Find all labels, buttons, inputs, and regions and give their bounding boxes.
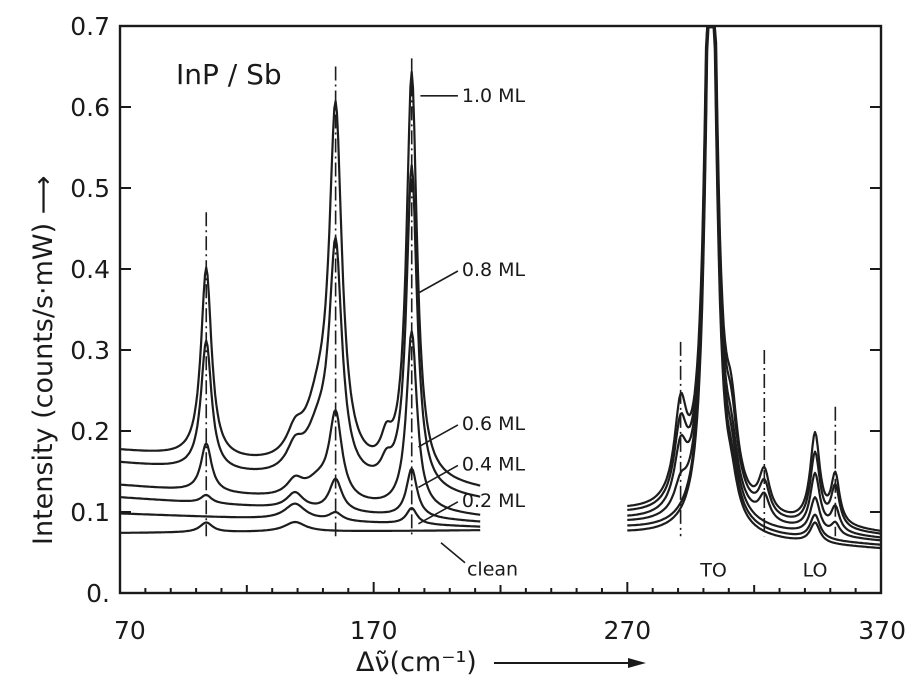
series-label: 0.4 ML bbox=[462, 453, 526, 475]
axis-ticks bbox=[119, 25, 882, 594]
label-leader bbox=[418, 270, 459, 294]
x-axis-arrowhead bbox=[628, 658, 646, 668]
mode-label: LO bbox=[803, 560, 828, 582]
series-line-0 bbox=[119, 70, 481, 487]
series-label: clean bbox=[467, 559, 518, 581]
series-label: 0.6 ML bbox=[462, 413, 526, 435]
series-line-3 bbox=[627, 25, 882, 542]
x-axis-title: Δν̃(cm⁻¹) bbox=[356, 647, 477, 678]
tick-labels: 0. 0.1 0.2 0.3 0.4 0.5 0.6 0.7 70 170 270 370 1.0 ML… bbox=[70, 12, 906, 645]
series-line-1 bbox=[119, 164, 481, 498]
label-leader bbox=[418, 501, 459, 525]
series-line-5 bbox=[120, 520, 481, 534]
series-label: 0.2 ML bbox=[462, 490, 526, 512]
y-tick-label: 0.1 bbox=[70, 498, 110, 527]
y-tick-label: 0.2 bbox=[70, 417, 110, 446]
y-tick-label: 0.5 bbox=[70, 174, 110, 203]
series-line-2 bbox=[627, 25, 882, 539]
y-tick-label: 0.7 bbox=[70, 12, 110, 41]
y-axis-title: Intensity (counts/s·mW) ⟶ bbox=[28, 176, 59, 545]
series-label: 0.8 ML bbox=[462, 259, 526, 281]
y-tick-label: 0.4 bbox=[70, 255, 110, 284]
label-leader bbox=[440, 542, 466, 564]
series-line-4 bbox=[119, 502, 481, 528]
y-tick-label: 0.6 bbox=[70, 93, 110, 122]
series-line-1 bbox=[627, 25, 882, 535]
series-line-3 bbox=[120, 467, 481, 523]
series-line-0 bbox=[627, 25, 882, 532]
series-line-4 bbox=[627, 25, 882, 546]
series-label: 1.0 ML bbox=[462, 85, 526, 107]
series-curves bbox=[119, 25, 882, 550]
series-line-5 bbox=[627, 25, 881, 550]
y-tick-label: 0.3 bbox=[70, 336, 110, 365]
x-tick-label: 370 bbox=[858, 616, 906, 645]
label-leader bbox=[418, 464, 459, 489]
mode-label: TO bbox=[699, 560, 727, 582]
label-leaders bbox=[418, 95, 466, 564]
x-tick-label: 70 bbox=[114, 616, 146, 645]
label-leader bbox=[418, 424, 459, 448]
x-tick-label: 170 bbox=[350, 616, 398, 645]
y-tick-label: 0. bbox=[86, 579, 110, 608]
x-tick-label: 270 bbox=[603, 616, 651, 645]
sample-label: InP / Sb bbox=[176, 58, 282, 91]
